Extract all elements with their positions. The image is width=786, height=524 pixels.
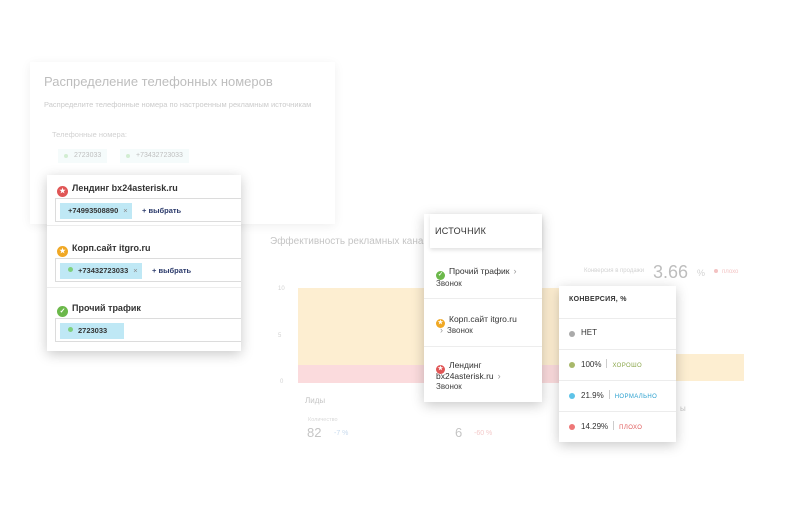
phones-label: Телефонные номера: (52, 130, 127, 139)
divider (424, 346, 542, 347)
separator (613, 421, 615, 430)
remove-icon[interactable]: × (123, 206, 128, 215)
source-option-name-line2: bx24asterisk.ru (436, 371, 494, 381)
axis-tick: 0 (280, 379, 284, 385)
phone-chip: 2723033 (58, 149, 108, 163)
phone-distribution-title: Распределение телефонных номеров (44, 74, 273, 89)
source-popup: ИСТОЧНИК ✓ Прочий трафик › Звонок ★ Корп.са… (424, 214, 542, 402)
chevron-right-icon: › (440, 325, 443, 335)
star-icon: ★ (57, 186, 68, 197)
chevron-right-icon: › (497, 371, 501, 381)
conversion-option-tag: НОРМАЛЬНО (614, 394, 658, 400)
leaf-icon: ✓ (57, 306, 68, 317)
source-name: Корп.сайт itgro.ru (72, 243, 151, 253)
conversion-option-value: НЕТ (581, 328, 597, 337)
source-option-type: Звонок (447, 326, 473, 335)
source-option-type: Звонок (436, 279, 462, 288)
star-icon: ★ (436, 319, 445, 328)
category-label-fragment: ы (680, 404, 686, 413)
add-phone-button[interactable]: + выбрать (142, 206, 182, 215)
conversion-popup-title: КОНВЕРСИЯ, % (569, 296, 627, 303)
conversion-badge: плохо (714, 269, 738, 275)
conversion-option[interactable]: НЕТ (559, 318, 676, 349)
conversion-option[interactable]: 21.9% НОРМАЛЬНО (559, 380, 676, 411)
conversion-option-tag: ХОРОШО (612, 363, 643, 369)
source-option-name: Корп.сайт itgro.ru (449, 314, 517, 324)
conversion-option[interactable]: 14.29% ПЛОХО (559, 411, 676, 442)
chart-title: Эффективность рекламных кана (270, 236, 424, 247)
source-item: ★ Корп.сайт itgro.ru +73432723033 × + выбр… (47, 235, 241, 293)
divider (47, 225, 241, 226)
source-item: ✓ Прочий трафик 2723033 (47, 295, 241, 353)
phone-chip[interactable]: 2723033 (60, 323, 124, 339)
conversion-option-tag: ПЛОХО (619, 425, 643, 431)
category-label: Лиды (305, 396, 326, 405)
separator (608, 390, 610, 399)
conversion-option[interactable]: 100% ХОРОШО (559, 349, 676, 380)
phone-chip: +73432723033 (120, 149, 189, 163)
remove-icon[interactable]: × (133, 266, 138, 275)
stat-caption: Количество (308, 417, 338, 423)
stat-delta: -60 % (474, 430, 493, 437)
phone-select-field[interactable]: +73432723033 × + выбрать (55, 258, 241, 282)
conversion-label: Конверсия в продажи (584, 268, 645, 274)
status-dot (569, 424, 575, 430)
status-dot (68, 327, 73, 332)
phone-chip[interactable]: +74993508890 × (60, 203, 132, 219)
source-name: Лендинг bx24asterisk.ru (72, 183, 178, 193)
star-icon: ★ (436, 365, 445, 374)
star-icon: ★ (57, 246, 68, 257)
phone-select-field[interactable]: +74993508890 × + выбрать (55, 198, 241, 222)
sources-card: ★ Лендинг bx24asterisk.ru +74993508890 × +… (47, 175, 241, 351)
divider (47, 287, 241, 288)
status-dot (569, 331, 575, 337)
axis-tick: 10 (278, 286, 285, 292)
axis-tick: 5 (278, 333, 282, 339)
conversion-value: 3.66 (653, 262, 689, 282)
stat-delta: -7 % (334, 430, 349, 437)
divider (424, 298, 542, 299)
status-dot (68, 267, 73, 272)
conversion-unit: % (697, 268, 706, 278)
add-phone-button[interactable]: + выбрать (152, 266, 192, 275)
source-item: ★ Лендинг bx24asterisk.ru +74993508890 × +… (47, 175, 241, 233)
conversion-option-value: 14.29% (581, 422, 609, 431)
status-dot (569, 362, 575, 368)
stat-value: 6 (455, 425, 463, 440)
phone-chip[interactable]: +73432723033 × (60, 263, 142, 279)
source-name: Прочий трафик (72, 303, 141, 313)
source-option-name: Прочий трафик (449, 266, 510, 276)
chart-bar-right (676, 354, 744, 381)
conversion-option-value: 100% (581, 360, 602, 369)
phone-select-field[interactable]: 2723033 (55, 318, 241, 342)
source-option-type: Звонок (436, 382, 462, 391)
phone-distribution-subtitle: Распределите телефонные номера по настро… (44, 100, 312, 109)
leaf-icon: ✓ (436, 271, 445, 280)
conversion-option-value: 21.9% (581, 391, 604, 400)
source-option-name-line1: Лендинг (449, 360, 482, 370)
stat-value: 82 (307, 425, 322, 440)
source-popup-title: ИСТОЧНИК (430, 214, 542, 248)
separator (606, 359, 608, 368)
conversion-popup: КОНВЕРСИЯ, % НЕТ 100% ХОРОШО 21.9% НОРМАЛЬ… (559, 286, 676, 442)
status-dot (569, 393, 575, 399)
chevron-right-icon: › (513, 266, 517, 276)
